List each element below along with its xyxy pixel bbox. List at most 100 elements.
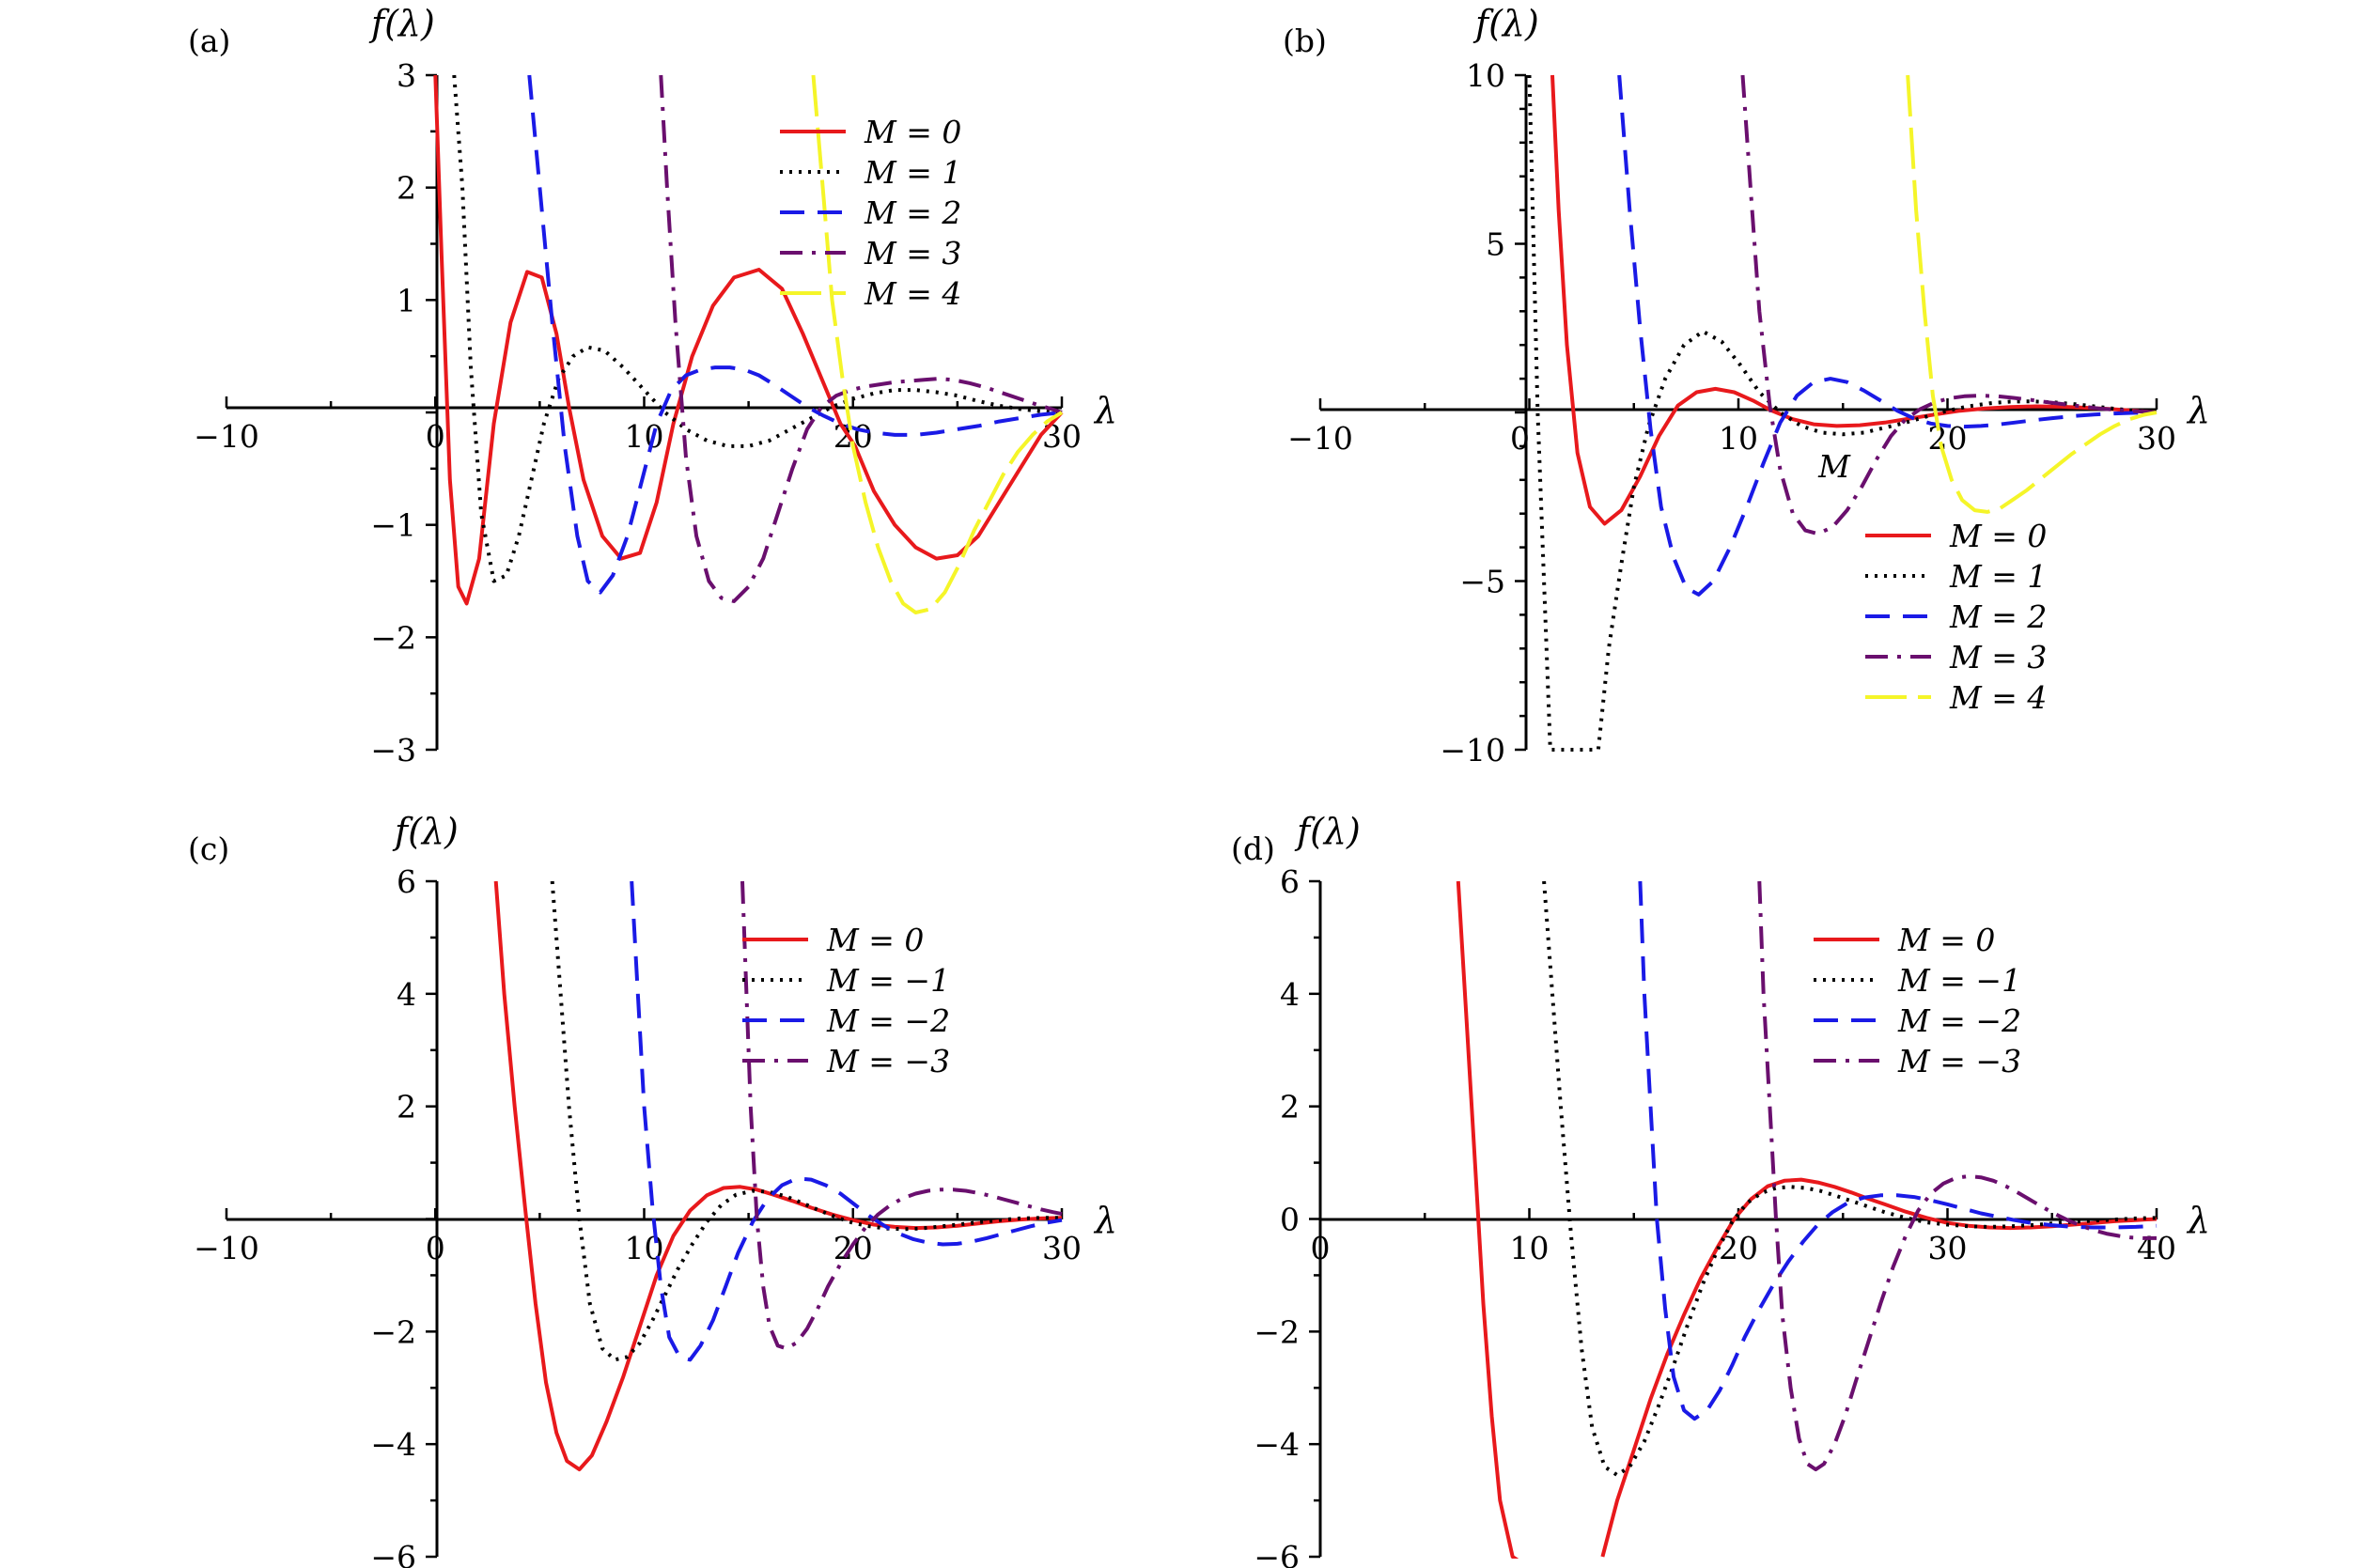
x-tick-label: −10 bbox=[1287, 420, 1353, 457]
y-tick-label: 4 bbox=[1280, 976, 1300, 1013]
y-axis-title: f(λ) bbox=[368, 3, 435, 44]
legend-label: M = 2 bbox=[864, 194, 961, 231]
y-tick-label: −4 bbox=[1254, 1426, 1300, 1463]
x-tick-label: 10 bbox=[625, 418, 664, 455]
series-line bbox=[1550, 74, 2158, 526]
x-tick-label: 0 bbox=[426, 418, 445, 455]
panel-label: (b) bbox=[1283, 23, 1327, 59]
x-tick-label: 40 bbox=[2137, 1230, 2176, 1266]
legend: M = 0 M = −1M = −2 M = −3 bbox=[1814, 922, 2021, 1079]
y-tick-label: 10 bbox=[1466, 57, 1505, 94]
y-tick-label: −1 bbox=[370, 507, 416, 544]
y-axis-title: f(λ) bbox=[1294, 811, 1361, 852]
x-tick-label: 0 bbox=[426, 1230, 445, 1266]
panel-label: (a) bbox=[188, 23, 230, 59]
legend-label: M = −3 bbox=[1897, 1043, 2021, 1079]
series-line bbox=[811, 74, 1064, 614]
series-line bbox=[550, 880, 1062, 1362]
y-tick-label: 2 bbox=[397, 1089, 416, 1126]
y-tick-label: −2 bbox=[370, 1313, 416, 1350]
series-line bbox=[1542, 880, 2158, 1478]
panel-label: (c) bbox=[188, 831, 229, 867]
series-line bbox=[1600, 1177, 2158, 1558]
series-line bbox=[1617, 74, 2158, 597]
series-line bbox=[452, 74, 1063, 583]
legend-label: M = 0 bbox=[1897, 922, 1995, 958]
y-tick-label: −2 bbox=[1254, 1313, 1300, 1350]
y-tick-label: −5 bbox=[1459, 564, 1505, 600]
legend-label: M = 4 bbox=[864, 275, 961, 312]
series-line bbox=[1740, 74, 2158, 536]
y-tick-label: −3 bbox=[370, 732, 416, 768]
curves bbox=[1456, 880, 2158, 1559]
legend-label: M = 3 bbox=[1949, 639, 2047, 675]
x-tick-label: 30 bbox=[1042, 418, 1082, 455]
legend-label: M = −2 bbox=[1897, 1002, 2021, 1039]
curves bbox=[493, 880, 1063, 1472]
x-axis-title: λ bbox=[2186, 1200, 2210, 1241]
y-tick-label: 5 bbox=[1486, 226, 1505, 263]
legend-label: M = 1 bbox=[864, 154, 961, 191]
y-tick-label: 2 bbox=[1280, 1089, 1300, 1126]
y-tick-label: −4 bbox=[370, 1426, 416, 1463]
series-line bbox=[1757, 880, 2157, 1472]
y-tick-label: 0 bbox=[1280, 1202, 1300, 1238]
legend-label: M = 0 bbox=[826, 922, 924, 958]
x-tick-label: 30 bbox=[1928, 1230, 1968, 1266]
series-line bbox=[630, 880, 1063, 1362]
x-tick-label: −10 bbox=[194, 418, 259, 455]
legend-label: M = 1 bbox=[1949, 558, 2047, 595]
series-line bbox=[1527, 74, 2158, 752]
x-tick-label: 30 bbox=[1042, 1230, 1082, 1266]
legend-label: M = −1 bbox=[826, 962, 950, 999]
x-tick-label: 10 bbox=[1510, 1230, 1550, 1266]
x-tick-label: 0 bbox=[1510, 420, 1530, 457]
legend-label: M = 2 bbox=[1949, 598, 2047, 635]
series-line bbox=[659, 74, 1063, 603]
series-line bbox=[493, 880, 1063, 1472]
x-tick-label: 0 bbox=[1311, 1230, 1331, 1266]
y-axis-title: f(λ) bbox=[1472, 3, 1539, 44]
legend-label: M = −2 bbox=[826, 1002, 950, 1039]
legend: M = 0 M = 1M = 2 M = 3M = 4 bbox=[780, 114, 961, 312]
legend-label: M = 0 bbox=[864, 114, 961, 150]
curves bbox=[1527, 74, 2158, 752]
curves bbox=[433, 74, 1064, 614]
y-tick-label: −2 bbox=[370, 619, 416, 656]
legend-label: M = −3 bbox=[826, 1043, 950, 1079]
y-tick-label: −6 bbox=[1254, 1539, 1300, 1568]
series-line bbox=[740, 880, 1063, 1351]
legend: M = 0 M = 1M = 2 M = 3 M = 4 bbox=[1865, 518, 2047, 716]
panel-label: (d) bbox=[1231, 831, 1275, 867]
series-line bbox=[433, 74, 1064, 606]
legend: M = 0 M = −1M = −2 M = −3 bbox=[742, 922, 950, 1079]
y-tick-label: 4 bbox=[397, 976, 416, 1013]
y-tick-label: −6 bbox=[370, 1539, 416, 1568]
y-tick-label: 1 bbox=[397, 282, 416, 318]
series-line bbox=[1638, 880, 2158, 1421]
annotation: M bbox=[1817, 448, 1851, 485]
y-tick-label: 6 bbox=[397, 863, 416, 900]
x-tick-label: 30 bbox=[2137, 420, 2176, 457]
y-tick-label: −10 bbox=[1440, 732, 1505, 768]
legend-label: M = 3 bbox=[864, 235, 961, 272]
legend-label: M = 0 bbox=[1949, 518, 2047, 554]
x-axis-title: λ bbox=[1093, 390, 1117, 431]
series-line bbox=[1456, 880, 1519, 1559]
x-tick-label: 10 bbox=[1719, 420, 1758, 457]
x-axis-title: λ bbox=[1093, 1200, 1117, 1241]
y-axis-title: f(λ) bbox=[392, 811, 459, 852]
y-tick-label: 3 bbox=[397, 57, 416, 94]
series-line bbox=[527, 74, 1063, 595]
legend-label: M = 4 bbox=[1949, 679, 2047, 716]
y-tick-label: 2 bbox=[397, 170, 416, 207]
x-tick-label: 20 bbox=[833, 1230, 873, 1266]
legend-label: M = −1 bbox=[1897, 962, 2021, 999]
x-tick-label: −10 bbox=[194, 1230, 259, 1266]
series-line bbox=[1906, 74, 2158, 514]
